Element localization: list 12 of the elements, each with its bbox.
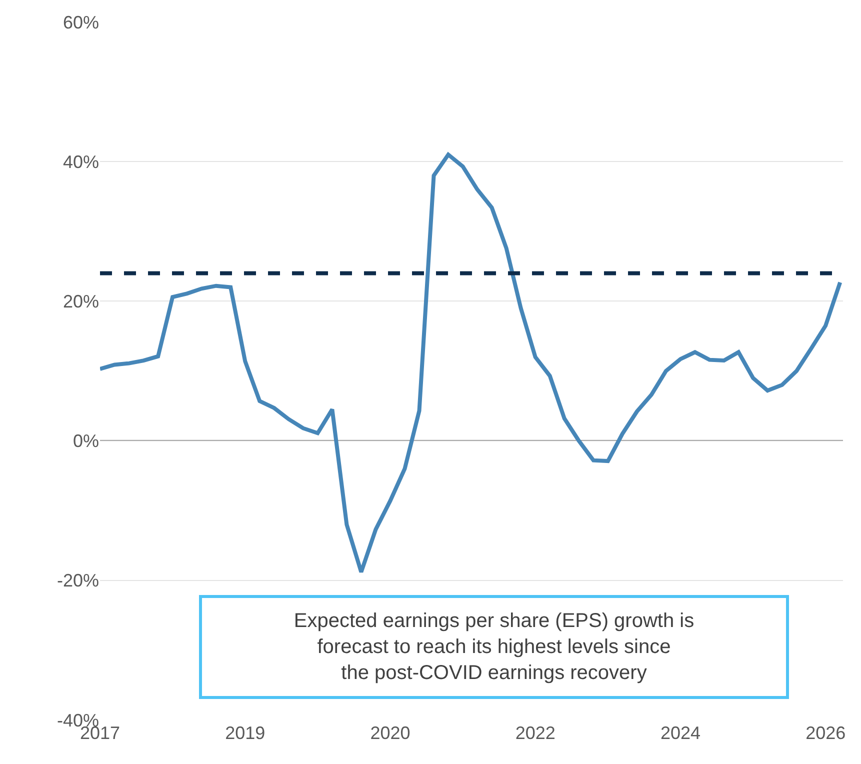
y-tick-label: 20% [62, 292, 99, 312]
y-tick-label: 0% [72, 431, 99, 452]
line-series [100, 152, 842, 574]
x-tick-label: 2026 [806, 723, 846, 743]
x-tick-label: 2020 [370, 723, 410, 743]
annotation: Expected earnings per share (EPS) growth is forecast to reach its highest levels since the post-COVID earnings recovery [294, 610, 694, 684]
y-tick-label: 60% [62, 12, 99, 32]
x-tick-label: 2019 [225, 723, 266, 743]
x-tick-label: 2024 [660, 723, 700, 743]
y-tick-label: -20% [56, 570, 99, 591]
x-tick-label: 2022 [515, 723, 556, 743]
y-tick-label: 40% [62, 152, 99, 172]
